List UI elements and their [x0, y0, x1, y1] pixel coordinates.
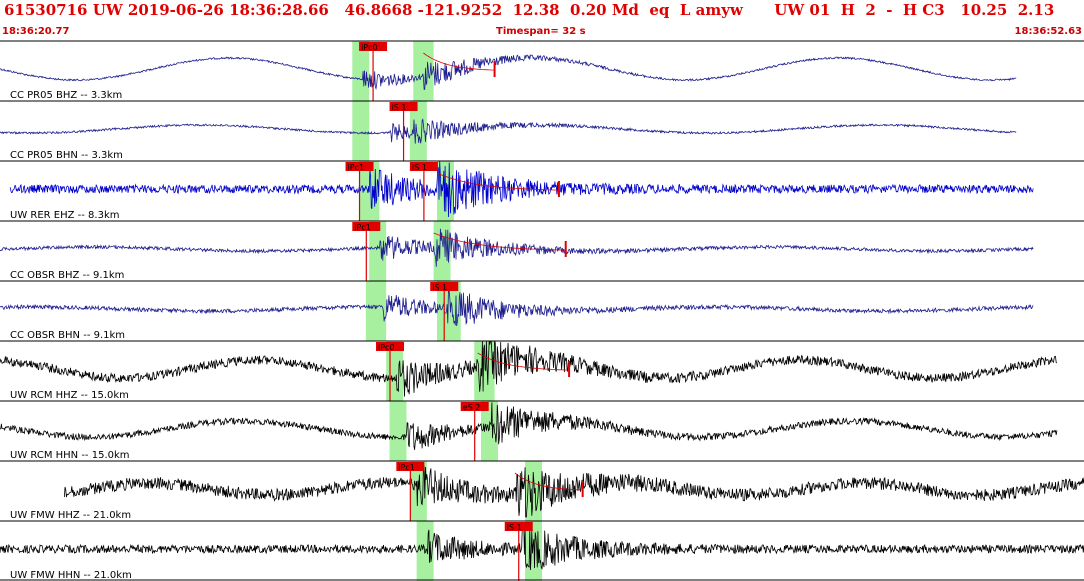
- header-value-1: 10.25: [960, 1, 1008, 19]
- waveform: [0, 340, 1058, 397]
- pick-label: iS 1: [412, 163, 427, 172]
- trace-7: eS 2 UW RCM HHN -- 15.0km: [0, 400, 1084, 461]
- window-band: [525, 461, 542, 521]
- header-value-2: 2.13: [1017, 1, 1055, 19]
- trace-1: iPc0 CC PR05 BHZ -- 3.3km: [0, 40, 1084, 101]
- header-datetime: 2019-06-26 18:36:28.66: [127, 1, 329, 19]
- header-network: UW: [92, 1, 123, 19]
- coda-curve: [436, 172, 558, 191]
- header-event-type: eq: [649, 1, 670, 19]
- trace-2: iS 1 CC PR05 BHN -- 3.3km: [0, 100, 1084, 161]
- pick-flag: [352, 222, 381, 231]
- header-event-id: 61530716: [4, 1, 88, 19]
- trace-label: CC OBSR BHN -- 9.1km: [10, 330, 125, 341]
- trace-label: UW FMW HHZ -- 21.0km: [10, 510, 131, 521]
- header-mag-type: Md: [611, 1, 639, 19]
- window-band: [413, 41, 434, 101]
- coda-curve: [423, 52, 494, 71]
- trace-3: iPc1 iS 1 UW RER EHZ -- 8.3km: [0, 160, 1084, 221]
- timespan-label: Timespan= 32 s: [496, 26, 586, 37]
- start-time: 18:36:20.77: [2, 26, 70, 37]
- event-header: 61530716 UW 2019-06-26 18:36:28.66 46.86…: [4, 1, 1054, 19]
- pick-flag: [460, 402, 489, 411]
- pick-label: iPc1: [398, 463, 415, 472]
- trace-label: UW FMW HHN -- 21.0km: [10, 570, 132, 581]
- pick-label: eS 2: [463, 403, 481, 412]
- pick-label: iPc1: [348, 163, 365, 172]
- pick-flag: [345, 162, 374, 171]
- waveform: [0, 286, 1034, 326]
- waveform: [0, 521, 1084, 571]
- window-band: [389, 401, 407, 461]
- window-band: [481, 401, 498, 461]
- pick-flag: [376, 342, 405, 351]
- pick-flag: [430, 282, 459, 291]
- pick-flag: [389, 102, 418, 111]
- pick-label: iPc0: [378, 343, 395, 352]
- window-band: [409, 101, 427, 161]
- window-band: [352, 101, 370, 161]
- pick-flag: [504, 522, 533, 531]
- pick-label: iS 1: [432, 283, 447, 292]
- trace-label: CC PR05 BHN -- 3.3km: [10, 150, 123, 161]
- end-time: 18:36:52.63: [1014, 26, 1082, 37]
- header-flag: L: [679, 1, 691, 19]
- waveform: [0, 118, 1017, 144]
- header-depth: 12.38: [512, 1, 560, 19]
- pick-label: iS 1: [507, 523, 522, 532]
- pick-label: iPc1: [354, 223, 371, 232]
- header-author: amyw: [695, 1, 743, 19]
- trace-5: iS 1 CC OBSR BHN -- 9.1km: [0, 280, 1084, 341]
- window-band: [436, 281, 461, 341]
- window-band: [409, 461, 427, 521]
- trace-label: UW RCM HHN -- 15.0km: [10, 450, 130, 461]
- pick-flag: [396, 462, 425, 471]
- waveform: [9, 160, 1034, 218]
- trace-label: CC PR05 BHZ -- 3.3km: [10, 90, 122, 101]
- header-longitude: -121.9252: [417, 1, 503, 19]
- waveform: [64, 465, 1084, 518]
- coda-curve: [477, 352, 568, 371]
- trace-4: iPc1 CC OBSR BHZ -- 9.1km: [0, 220, 1084, 281]
- waveform: [0, 54, 1017, 90]
- trace-label: CC OBSR BHZ -- 9.1km: [10, 270, 124, 281]
- window-band: [365, 281, 387, 341]
- trace-8: iPc1 UW FMW HHZ -- 21.0km: [0, 460, 1084, 521]
- trace-label: UW RCM HHZ -- 15.0km: [10, 390, 129, 401]
- coda-curve: [514, 472, 581, 491]
- pick-label: iS 1: [392, 103, 407, 112]
- window-band: [416, 521, 434, 581]
- trace-label: UW RER EHZ -- 8.3km: [10, 210, 119, 221]
- pick-flag: [409, 162, 438, 171]
- header-extra: UW 01 H 2 - H C3: [774, 1, 945, 19]
- header-magnitude: 0.20: [570, 1, 607, 19]
- header-latitude: 46.8668: [344, 1, 413, 19]
- trace-9: iS 1 UW FMW HHN -- 21.0km: [0, 520, 1084, 581]
- window-band: [369, 221, 387, 281]
- waveform: [0, 402, 1058, 450]
- window-band: [352, 41, 370, 101]
- coda-curve: [433, 232, 566, 251]
- trace-6: iPc0 UW RCM HHZ -- 15.0km: [0, 340, 1084, 401]
- pick-flag: [359, 42, 388, 51]
- pick-label: iPc0: [361, 43, 378, 52]
